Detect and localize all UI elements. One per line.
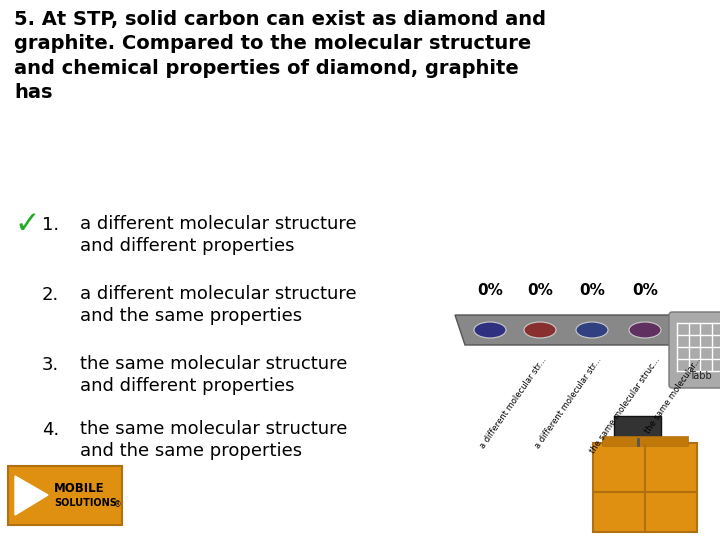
Text: a different molecular structure: a different molecular structure (80, 215, 356, 233)
Text: 4.: 4. (42, 421, 59, 439)
FancyBboxPatch shape (593, 443, 697, 532)
Ellipse shape (576, 322, 608, 338)
Text: 5. At STP, solid carbon can exist as diamond and
graphite. Compared to the molec: 5. At STP, solid carbon can exist as dia… (14, 10, 546, 102)
Text: and the same properties: and the same properties (80, 307, 302, 325)
Text: 0%: 0% (477, 283, 503, 298)
Ellipse shape (474, 322, 506, 338)
Ellipse shape (524, 322, 556, 338)
Text: a different molecular structure: a different molecular structure (80, 285, 356, 303)
Polygon shape (455, 315, 700, 345)
FancyBboxPatch shape (602, 436, 688, 446)
Text: 0%: 0% (579, 283, 605, 298)
FancyBboxPatch shape (8, 466, 122, 525)
Text: 3.: 3. (42, 356, 59, 374)
Polygon shape (15, 476, 48, 515)
Text: and different properties: and different properties (80, 237, 294, 255)
Text: 2.: 2. (42, 286, 59, 304)
Text: the same molecular structure: the same molecular structure (80, 355, 347, 373)
Text: Tabb: Tabb (688, 371, 711, 381)
Text: the same molecular...: the same molecular... (643, 355, 703, 435)
Text: 1.: 1. (42, 216, 59, 234)
Text: the same molecular struc...: the same molecular struc... (588, 355, 662, 455)
Text: a different molecular str...: a different molecular str... (533, 355, 603, 450)
Text: ®: ® (114, 501, 122, 510)
Ellipse shape (629, 322, 661, 338)
FancyBboxPatch shape (669, 312, 720, 388)
Text: the same molecular structure: the same molecular structure (80, 420, 347, 438)
FancyBboxPatch shape (614, 416, 661, 440)
Text: and different properties: and different properties (80, 377, 294, 395)
Text: MOBILE: MOBILE (54, 482, 104, 495)
Text: ✓: ✓ (14, 211, 40, 240)
Text: and the same properties: and the same properties (80, 442, 302, 460)
Text: 0%: 0% (527, 283, 553, 298)
Text: a different molecular str...: a different molecular str... (478, 355, 548, 450)
Text: SOLUTIONS: SOLUTIONS (54, 498, 117, 508)
Text: 0%: 0% (632, 283, 658, 298)
